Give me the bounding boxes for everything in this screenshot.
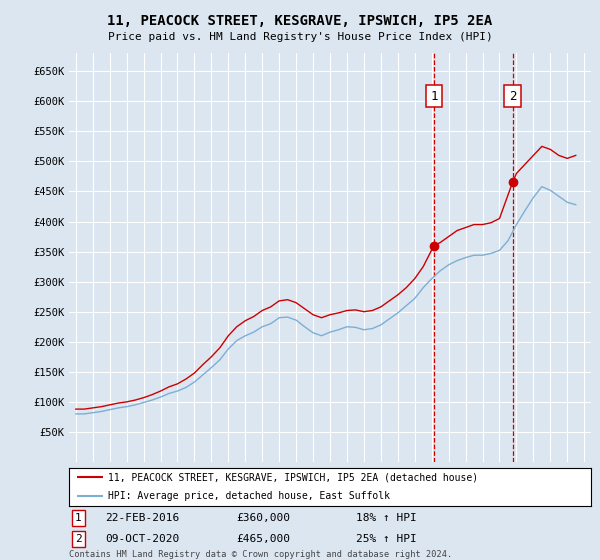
Text: £465,000: £465,000 — [236, 534, 290, 544]
Text: 22-FEB-2016: 22-FEB-2016 — [106, 513, 180, 523]
Text: 11, PEACOCK STREET, KESGRAVE, IPSWICH, IP5 2EA (detached house): 11, PEACOCK STREET, KESGRAVE, IPSWICH, I… — [108, 472, 478, 482]
Text: £360,000: £360,000 — [236, 513, 290, 523]
Text: 25% ↑ HPI: 25% ↑ HPI — [356, 534, 417, 544]
Text: 18% ↑ HPI: 18% ↑ HPI — [356, 513, 417, 523]
Text: Contains HM Land Registry data © Crown copyright and database right 2024.
This d: Contains HM Land Registry data © Crown c… — [69, 550, 452, 560]
Text: 2: 2 — [75, 534, 82, 544]
Text: 2: 2 — [509, 90, 516, 102]
Text: 1: 1 — [430, 90, 437, 102]
Text: Price paid vs. HM Land Registry's House Price Index (HPI): Price paid vs. HM Land Registry's House … — [107, 32, 493, 43]
Text: 09-OCT-2020: 09-OCT-2020 — [106, 534, 180, 544]
Text: HPI: Average price, detached house, East Suffolk: HPI: Average price, detached house, East… — [108, 491, 390, 501]
Text: 1: 1 — [75, 513, 82, 523]
Text: 11, PEACOCK STREET, KESGRAVE, IPSWICH, IP5 2EA: 11, PEACOCK STREET, KESGRAVE, IPSWICH, I… — [107, 14, 493, 28]
